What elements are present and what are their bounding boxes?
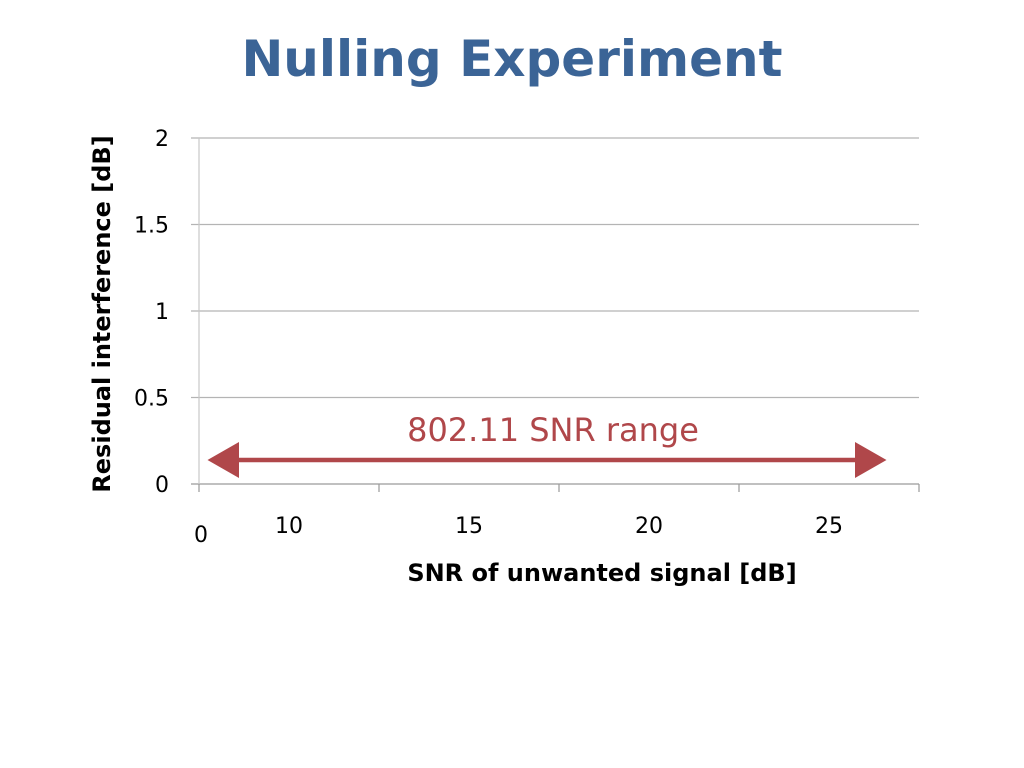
x-tick-label: 10 <box>275 514 303 539</box>
y-axis-ticks: 0 0.5 1 1.5 2 <box>134 127 169 498</box>
x-axis-title: SNR of unwanted signal [dB] <box>407 559 796 587</box>
y-tick-label: 1.5 <box>134 214 169 239</box>
x-axis <box>198 484 920 492</box>
y-tick-label: 2 <box>155 127 169 152</box>
x-axis-ticks: 0 10 15 20 25 <box>194 514 843 548</box>
snr-range-label: 802.11 SNR range <box>407 411 699 449</box>
y-tick-label: 1 <box>155 300 169 325</box>
x-tick-label: 25 <box>815 514 843 539</box>
y-tick-label: 0 <box>155 473 169 498</box>
slide-title: Nulling Experiment <box>241 30 783 88</box>
y-tick-label: 0.5 <box>134 387 169 412</box>
snr-range-annotation: 802.11 SNR range <box>207 411 887 478</box>
x-tick-label: 0 <box>194 523 208 548</box>
y-axis-title: Residual interference [dB] <box>88 135 116 492</box>
x-tick-label: 20 <box>635 514 663 539</box>
gridlines <box>191 137 919 485</box>
x-tick-label: 15 <box>455 514 483 539</box>
